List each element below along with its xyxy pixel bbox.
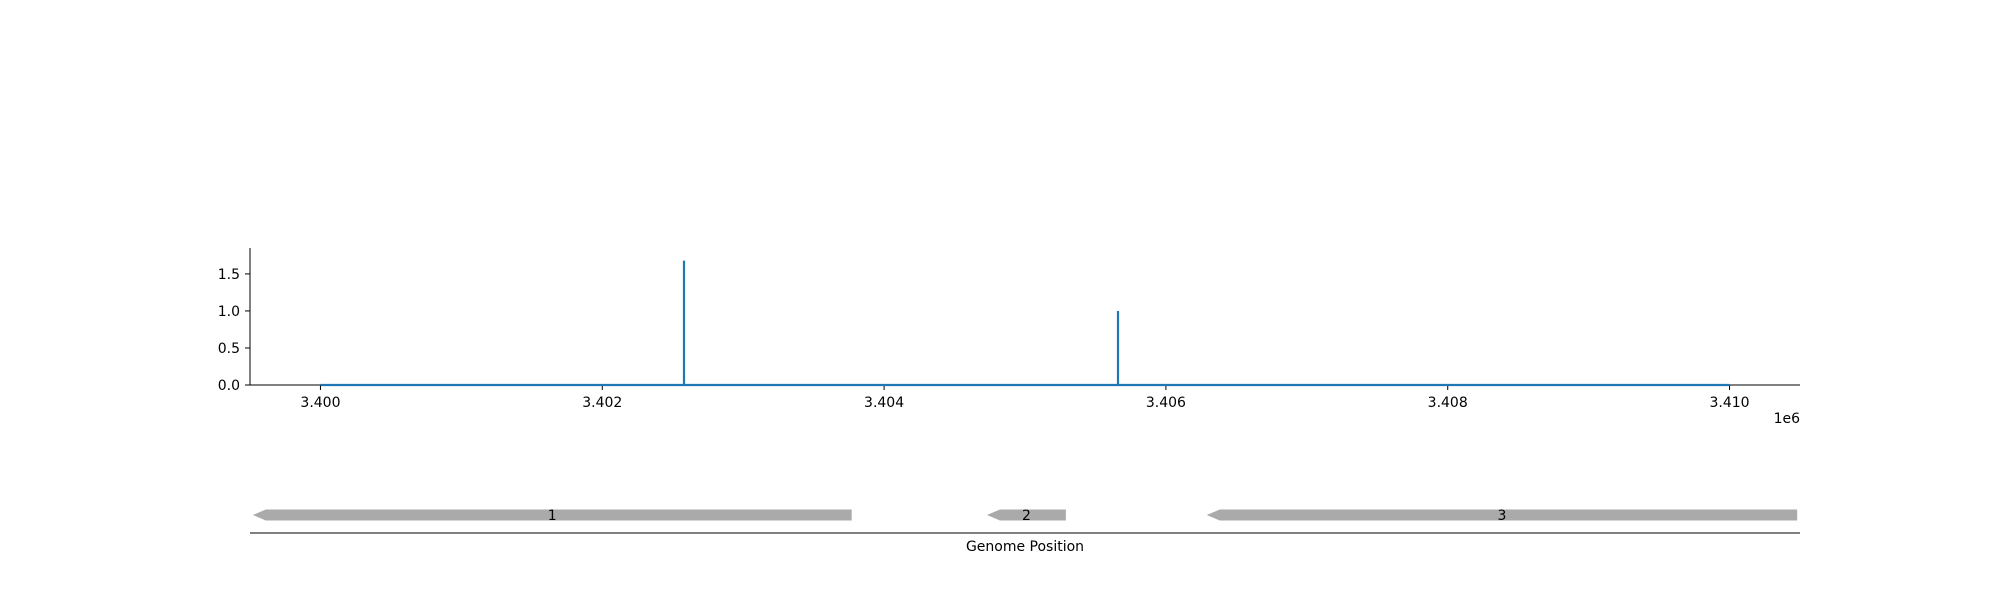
x-tick-label: 3.400 [300, 395, 340, 411]
y-tick-label: 1.5 [218, 267, 240, 283]
series-group [320, 260, 1730, 387]
gene-feature-arrow [986, 509, 1066, 521]
gene-features: 1 2 3 [252, 508, 1798, 524]
gene-feature-arrow [252, 509, 852, 521]
x-offset-label: 1e6 [1774, 411, 1801, 427]
gene-feature-arrow [1206, 509, 1798, 521]
y-tick-label: 0.5 [218, 341, 240, 357]
gene-track: 1 2 3 Genome Position [250, 508, 1800, 555]
x-tick-label: 3.408 [1428, 395, 1468, 411]
x-tick-label: 3.402 [582, 395, 622, 411]
y-ticks: 0.0 0.5 1.0 1.5 [218, 267, 250, 394]
y-tick-label: 0.0 [218, 378, 240, 394]
x-axis-label: Genome Position [966, 539, 1084, 555]
series-line [320, 260, 1730, 387]
gene-feature-label: 1 [548, 508, 557, 524]
gene-feature-label: 2 [1022, 508, 1031, 524]
x-tick-label: 3.404 [864, 395, 904, 411]
signal-plot: 0.00.51.01.5 3.400 3.402 3.404 3.406 3.408 3.… [218, 248, 1800, 427]
y-tick-label: 1.0 [218, 304, 240, 320]
x-tick-label: 3.406 [1146, 395, 1186, 411]
gene-feature-label: 3 [1498, 508, 1507, 524]
x-ticks: 3.400 3.402 3.404 3.406 3.408 3.410 [300, 385, 1750, 411]
x-tick-label: 3.410 [1709, 395, 1749, 411]
